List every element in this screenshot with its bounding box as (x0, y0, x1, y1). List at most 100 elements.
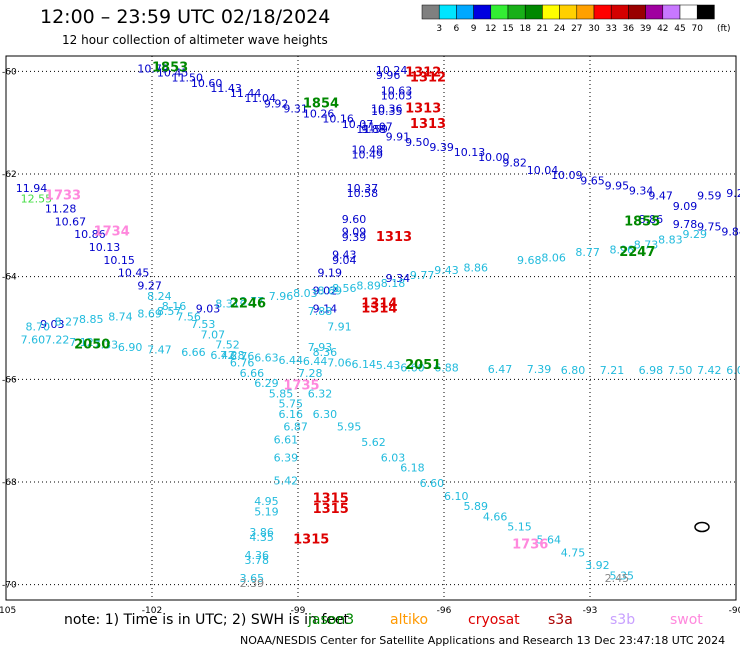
wave-height-altiko: 8.56 (332, 282, 357, 295)
pass-time-label: 1314 (361, 296, 397, 311)
wave-height-jason3: 9.03 (196, 303, 221, 316)
wave-height-altiko: 5.19 (254, 505, 279, 518)
wave-height-altiko: 8.86 (463, 262, 488, 275)
legend-swot: swot (670, 612, 703, 628)
wave-height-altiko: 6.87 (283, 421, 308, 434)
wave-height-altiko: 3.92 (585, 559, 610, 572)
wave-height-altiko: 8.16 (162, 300, 187, 313)
legend-jason3: jason3 (308, 612, 355, 628)
wave-height-jason3: 10.60 (191, 77, 223, 90)
wave-height-altiko: 8.74 (108, 310, 133, 323)
wave-height-jason3: 9.34 (629, 185, 654, 198)
wave-height-altiko: 6.90 (118, 341, 143, 354)
wave-height-jason3: 10.04 (527, 164, 559, 177)
wave-height-altiko: 3.65 (240, 572, 265, 585)
colorbar-swatch (696, 4, 715, 20)
pass-time-label: 1315 (313, 491, 349, 506)
wave-height-jason3: 10.03 (381, 90, 413, 103)
wave-height-altiko: 6.39 (274, 451, 299, 464)
x-tick-label: -99 (291, 606, 306, 616)
colorbar-tick-label: 12 (485, 24, 496, 34)
wave-height-jason3: 10.79 (137, 62, 169, 75)
colorbar-tick-label: 39 (640, 24, 652, 34)
wave-height-altiko: 6.88 (434, 362, 459, 375)
chart-subtitle: 12 hour collection of altimeter wave hei… (62, 33, 328, 47)
footer-note: note: 1) Time is in UTC; 2) SWH is in fe… (64, 612, 350, 628)
wave-height-altiko: 7.33 (94, 339, 119, 352)
x-tick-label: -93 (583, 606, 598, 616)
wave-height-altiko: 9.77 (410, 269, 435, 282)
wave-height-altiko: 6.80 (561, 364, 586, 377)
y-tick-label: -60 (2, 67, 17, 77)
pass-time-label: 1736 (512, 538, 548, 553)
wave-height-altiko: 7.06 (327, 356, 352, 369)
wave-height-altiko: 6.76 (230, 350, 255, 363)
wave-height-altiko: 8.77 (575, 246, 600, 259)
wave-height-altiko: 6.02 (726, 364, 740, 377)
wave-height-jason3: 9.78 (673, 218, 698, 231)
x-tick-label: -90 (729, 606, 740, 616)
wave-height-jason3: 10.09 (551, 169, 583, 182)
wave-height-altiko: 6.60 (420, 477, 445, 490)
wave-height-jason3: 9.09 (342, 226, 367, 239)
wave-height-altiko: 8.73 (634, 238, 659, 251)
pass-time-label: 2247 (619, 245, 655, 260)
wave-height-jason3: 9.50 (405, 136, 430, 149)
wave-height-jason3: 10.26 (303, 108, 335, 121)
colorbar-tick-label: 9 (471, 24, 477, 34)
wave-height-altiko: 9.43 (434, 264, 459, 277)
wave-height-altiko: 6.66 (181, 346, 206, 359)
wave-height-altiko: 7.28 (298, 367, 323, 380)
pass-time-label: 1854 (303, 96, 339, 111)
wave-height-jason3: 9.03 (40, 318, 65, 331)
wave-height-altiko: 6.61 (274, 433, 299, 446)
wave-height-jason3: 10.45 (157, 67, 189, 80)
y-tick-label: -62 (2, 170, 17, 180)
wave-height-jason3: 9.43 (332, 249, 357, 262)
wave-height-jason3: 9.65 (580, 174, 605, 187)
wave-height-altiko: 6.30 (313, 408, 338, 421)
y-tick-label: -64 (2, 273, 17, 283)
wave-height-altiko: 3.78 (244, 554, 269, 567)
wave-height-jason3: 9.47 (648, 190, 673, 203)
wave-height-altiko: 8.70 (25, 321, 50, 334)
colorbar-tick-label: 15 (502, 24, 513, 34)
wave-height-jason3: 9.59 (697, 190, 722, 203)
wave-height-altiko: 5.89 (463, 500, 488, 513)
wave-height-jason3: 10.37 (347, 182, 379, 195)
pass-time-label: 1312 (410, 71, 446, 86)
pass-time-label: 1735 (283, 379, 319, 394)
wave-height-jason3: 10.15 (103, 254, 135, 267)
wave-height-altiko: 8.36 (313, 346, 338, 359)
legend-s3b: s3b (610, 612, 636, 628)
wave-height-altiko: 6.03 (381, 451, 406, 464)
wave-height-altiko: 8.69 (137, 308, 162, 321)
wave-height-jason3: 9.19 (317, 267, 342, 280)
wave-height-jason3: 9.84 (721, 226, 740, 239)
wave-height-altiko: 7.53 (191, 318, 216, 331)
colorbar-tick-label: 6 (454, 24, 460, 34)
colorbar-tick-label: 30 (588, 24, 600, 34)
wave-height-jason3: 11.59 (356, 123, 388, 136)
wave-height-altiko: 7.60 (21, 333, 45, 346)
wave-height-jason3: 10.63 (381, 84, 413, 97)
x-tick-label: -105 (0, 606, 16, 616)
wave-height-altiko: 8.69 (317, 285, 342, 298)
wave-height-altiko: 7.39 (527, 363, 552, 376)
wave-height-jason3: 10.13 (89, 241, 121, 254)
wave-height-altiko: 8.77 (240, 295, 265, 308)
colorbar-unit: (ft) (717, 24, 731, 34)
wave-height-altiko: 6.66 (240, 367, 265, 380)
y-tick-label: -66 (2, 375, 17, 385)
wave-height-altiko: 6.14 (352, 358, 377, 371)
wave-height-altiko: 7.52 (215, 339, 240, 352)
wave-height-altiko: 4.75 (561, 546, 586, 559)
wave-height-altiko: 5.64 (536, 534, 561, 547)
pass-time-label: 1853 (152, 60, 188, 75)
wave-height-jason3: 10.24 (376, 64, 408, 77)
wave-height-jason3: 11.50 (171, 72, 203, 85)
x-tick-label: -96 (437, 606, 452, 616)
wave-height-s3b: 2.39 (240, 577, 265, 590)
wave-height-jason3: 9.39 (342, 231, 367, 244)
y-tick-label: -68 (2, 478, 17, 488)
